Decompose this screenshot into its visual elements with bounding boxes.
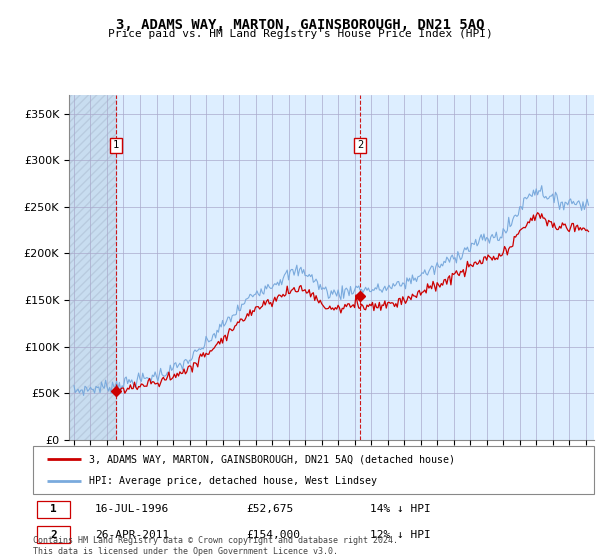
Text: 14% ↓ HPI: 14% ↓ HPI: [370, 505, 430, 515]
Text: 16-JUL-1996: 16-JUL-1996: [95, 505, 169, 515]
Text: 3, ADAMS WAY, MARTON, GAINSBOROUGH, DN21 5AQ: 3, ADAMS WAY, MARTON, GAINSBOROUGH, DN21…: [116, 18, 484, 32]
Text: 1: 1: [50, 505, 57, 515]
Text: Contains HM Land Registry data © Crown copyright and database right 2024.
This d: Contains HM Land Registry data © Crown c…: [33, 536, 398, 556]
Text: 26-APR-2011: 26-APR-2011: [95, 530, 169, 540]
Text: 3, ADAMS WAY, MARTON, GAINSBOROUGH, DN21 5AQ (detached house): 3, ADAMS WAY, MARTON, GAINSBOROUGH, DN21…: [89, 454, 455, 464]
FancyBboxPatch shape: [37, 526, 70, 543]
Text: 1: 1: [113, 140, 119, 150]
Text: Price paid vs. HM Land Registry's House Price Index (HPI): Price paid vs. HM Land Registry's House …: [107, 29, 493, 39]
FancyBboxPatch shape: [37, 501, 70, 517]
Bar: [69, 95, 116, 440]
Bar: [69, 95, 116, 440]
Text: 2: 2: [357, 140, 363, 150]
Text: £52,675: £52,675: [246, 505, 293, 515]
Text: HPI: Average price, detached house, West Lindsey: HPI: Average price, detached house, West…: [89, 476, 377, 486]
FancyBboxPatch shape: [33, 446, 594, 494]
Text: 12% ↓ HPI: 12% ↓ HPI: [370, 530, 430, 540]
Text: 2: 2: [50, 530, 57, 540]
Text: £154,000: £154,000: [246, 530, 300, 540]
